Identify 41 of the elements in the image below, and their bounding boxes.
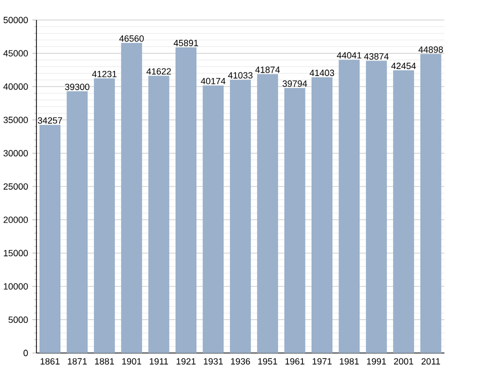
data-label: 41231 [92,70,116,78]
y-tick-label: 45000 [3,50,28,56]
x-tick-label: 1901 [122,358,142,365]
y-tick-label: 40000 [3,83,28,90]
y-tick-label: 10000 [4,283,28,290]
x-tick-label: 1971 [312,358,332,365]
data-label: 39794 [282,80,308,87]
data-label: 34257 [38,117,62,124]
x-tick-label: 1991 [367,358,386,365]
x-tick-label: 1881 [95,358,114,365]
x-tick-label: 1931 [204,358,223,365]
y-tick-label: 30000 [4,150,28,156]
data-label: 41622 [146,68,171,75]
x-tick-label: 1861 [40,358,60,365]
data-label: 44041 [336,52,362,58]
data-label: 43874 [364,53,389,60]
x-tick-label: 2011 [422,358,440,365]
y-tick-label: 25000 [4,183,28,190]
data-label: 41403 [310,70,334,76]
y-tick-label: 5000 [8,316,28,323]
data-label: 45891 [174,40,198,46]
data-label: 41033 [228,72,253,79]
x-tick-label: 1981 [340,358,359,365]
x-tick-label: 1911 [150,358,168,365]
x-tick-label: 1871 [68,358,87,365]
x-tick-label: 1961 [285,358,304,365]
data-label: 41874 [255,66,280,73]
y-tick-label: 15000 [4,250,28,256]
data-label: 46560 [119,35,144,42]
data-label: 40174 [200,78,226,84]
y-tick-label: 20000 [4,216,28,223]
data-label: 39300 [65,84,90,90]
y-tick-label: 0 [24,350,28,356]
x-tick-label: 1951 [258,358,278,365]
y-tick-label: 35000 [4,116,28,124]
x-tick-label: 1921 [176,358,196,365]
y-tick-label: 50000 [4,16,28,24]
data-label: 42454 [391,62,416,70]
data-label: 44898 [418,46,443,53]
x-tick-label: 2001 [394,358,414,365]
x-tick-label: 1936 [231,358,250,365]
